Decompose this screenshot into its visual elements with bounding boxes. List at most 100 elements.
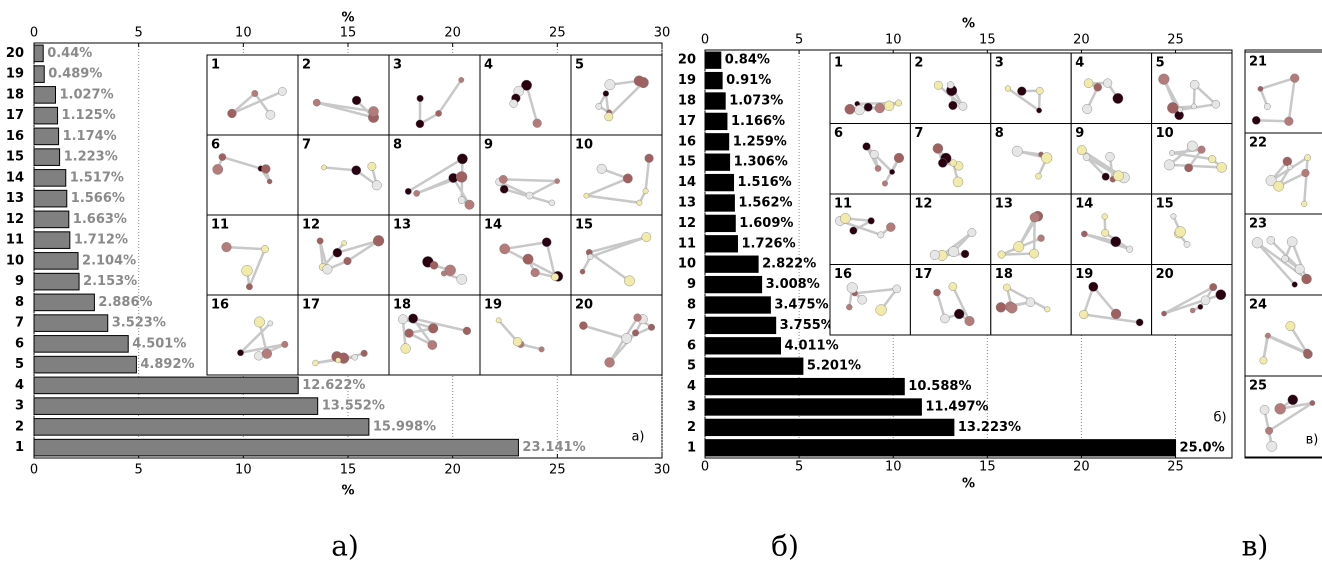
inset-label: 10	[1156, 126, 1174, 141]
figure: а) б) в) 005510101515202025253030%%123.1…	[0, 0, 1322, 572]
atom	[950, 160, 957, 167]
inset-label: 16	[211, 298, 229, 313]
y-tick-label: 11	[678, 236, 696, 251]
bar	[705, 358, 803, 374]
atom	[1012, 146, 1022, 156]
atom	[1036, 108, 1041, 113]
atom	[456, 171, 467, 182]
atom	[414, 190, 420, 196]
x-tick-label: 20	[444, 26, 461, 41]
atom	[1089, 282, 1098, 291]
value-label: 0.44%	[47, 46, 92, 61]
value-label: 25.0%	[1180, 440, 1225, 455]
bar	[34, 294, 94, 311]
x-tick-label: 0	[701, 460, 709, 475]
inset-label: 7	[914, 126, 923, 141]
bar	[705, 215, 735, 231]
atom	[313, 99, 320, 106]
inset-label: 9	[1075, 126, 1084, 141]
value-label: 1.663%	[73, 212, 127, 227]
atom	[1175, 226, 1186, 237]
atom	[934, 289, 941, 296]
bar	[34, 190, 67, 207]
atom	[369, 106, 379, 116]
atom	[864, 103, 872, 111]
atom	[968, 228, 976, 236]
y-tick-label: 18	[6, 87, 24, 102]
value-label: 1.174%	[63, 129, 117, 144]
atom	[228, 109, 237, 118]
atom	[949, 101, 958, 110]
inset-cell	[298, 55, 389, 135]
atom	[499, 175, 507, 183]
value-label: 2.153%	[83, 274, 137, 289]
atom	[605, 79, 615, 89]
inset-label: 22	[1249, 136, 1267, 151]
inset-label: 11	[834, 197, 852, 212]
atom	[1310, 400, 1315, 405]
atom	[645, 154, 654, 163]
atom	[1286, 321, 1295, 330]
inset-cell	[571, 55, 662, 135]
inset-cell	[389, 55, 480, 135]
atom	[405, 329, 414, 338]
atom	[893, 285, 901, 293]
atom	[1030, 213, 1040, 223]
bar	[705, 317, 776, 333]
y-tick-label: 12	[6, 212, 24, 227]
x-tick-label: 0	[30, 463, 38, 478]
atom	[840, 213, 850, 223]
atom	[1265, 427, 1273, 435]
atom	[1302, 274, 1312, 284]
atom	[500, 185, 508, 193]
bond	[1256, 120, 1289, 121]
atom	[588, 254, 594, 260]
bar	[34, 170, 66, 187]
atom	[1260, 357, 1267, 364]
atom	[352, 96, 361, 105]
atom	[268, 321, 273, 326]
inset-label: 24	[1249, 298, 1267, 313]
atom	[222, 242, 232, 252]
y-tick-label: 17	[6, 108, 24, 123]
atom	[1265, 333, 1270, 338]
atom	[261, 245, 268, 252]
inset-label: 8	[393, 138, 402, 153]
y-tick-label: 2	[687, 420, 696, 435]
atom	[1302, 169, 1310, 177]
inset-label: 5	[575, 58, 584, 73]
atom	[889, 169, 894, 174]
atom	[267, 179, 272, 184]
value-label: 2.104%	[82, 253, 136, 268]
atom	[539, 347, 544, 352]
value-label: 3.755%	[780, 318, 834, 333]
inset-label: 9	[484, 138, 493, 153]
bar	[34, 87, 55, 104]
atom	[1113, 171, 1123, 181]
x-tick-label: 10	[885, 460, 902, 475]
inset-label: 17	[302, 298, 320, 313]
atom	[246, 284, 252, 290]
atom	[1081, 231, 1087, 237]
atom	[513, 337, 522, 346]
atom	[1041, 153, 1052, 164]
inset-cell	[207, 135, 298, 215]
atom	[965, 316, 975, 326]
atom	[623, 174, 632, 183]
atom	[336, 358, 341, 363]
y-tick-label: 1	[15, 440, 24, 455]
atom	[408, 314, 417, 323]
atom	[457, 154, 467, 164]
atom	[237, 350, 243, 356]
y-tick-label: 3	[15, 399, 24, 414]
atom	[1079, 310, 1088, 319]
atom	[312, 360, 318, 366]
y-tick-label: 19	[6, 67, 24, 82]
atom	[933, 143, 943, 153]
atom	[603, 91, 609, 97]
x-tick-label: 5	[135, 26, 143, 41]
atom	[323, 264, 333, 274]
x-tick-label: 25	[1167, 33, 1184, 48]
atom	[1013, 242, 1024, 253]
atom	[1184, 241, 1190, 247]
